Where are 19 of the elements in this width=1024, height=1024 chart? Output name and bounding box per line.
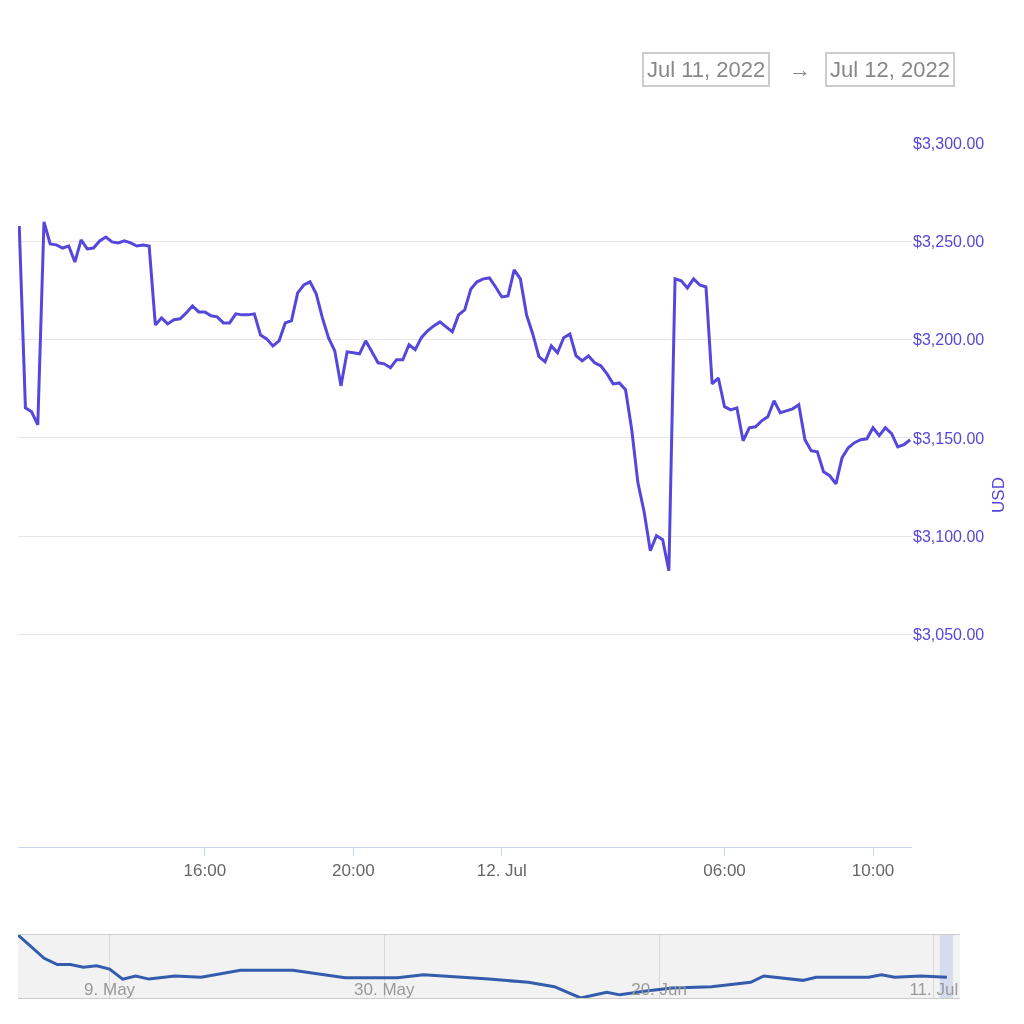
x-tick-label: 06:00	[703, 861, 746, 881]
y-axis-title: USD	[988, 477, 1008, 513]
y-tick-label: $3,150.00	[913, 429, 985, 447]
x-tick-label: 11. Jul	[909, 980, 959, 999]
x-tick-label: 16:00	[183, 861, 227, 881]
x-tick-label: 20:00	[332, 861, 375, 881]
text: Jul 11, 2022	[647, 57, 766, 82]
x-tick-label: 30. May	[354, 980, 416, 999]
y-tick-label: $3,100.00	[913, 527, 985, 545]
x-tick-label: 10:00	[851, 861, 895, 881]
y-tick-label: $3,300.00	[913, 134, 985, 152]
y-tick-label: $3,250.00	[913, 232, 985, 250]
y-tick-label: $3,050.00	[913, 626, 985, 644]
x-tick-label: 12. Jul	[476, 861, 527, 881]
text: →	[789, 57, 811, 82]
line-series	[18, 220, 912, 573]
x-tick-label: 9. May	[84, 980, 136, 999]
text: Jul 12, 2022	[830, 57, 950, 82]
y-tick-label: $3,200.00	[913, 331, 985, 349]
